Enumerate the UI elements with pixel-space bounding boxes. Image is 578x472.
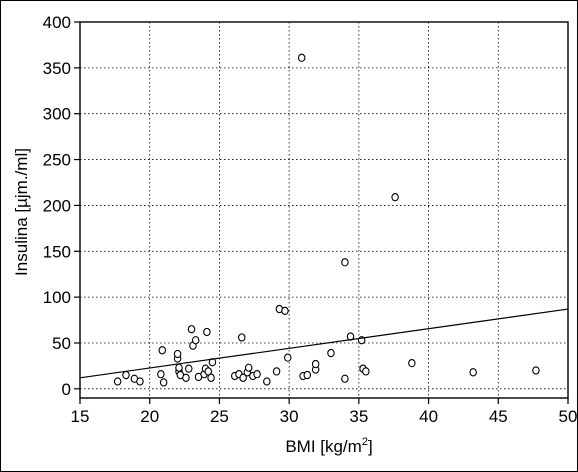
x-tick-labels: 15 20 25 30 35 40 45 50 <box>71 407 578 426</box>
data-point <box>136 377 144 386</box>
data-point <box>341 258 349 267</box>
data-point <box>122 370 130 380</box>
x-tick-label: 35 <box>349 407 368 426</box>
axis-ticks <box>74 21 569 404</box>
y-tick-label: 50 <box>52 334 71 353</box>
y-tick-label: 100 <box>43 288 71 307</box>
y-tick-label: 400 <box>43 13 71 32</box>
y-tick-label: 0 <box>62 380 71 399</box>
x-tick-label: 25 <box>210 407 229 426</box>
data-point <box>185 364 193 373</box>
data-point <box>203 327 211 337</box>
x-axis-label: BMI [kg/m2] <box>285 436 372 456</box>
y-tick-label: 250 <box>43 151 71 170</box>
x-tick-label: 45 <box>489 407 508 426</box>
data-point <box>532 366 540 375</box>
data-point <box>158 346 167 355</box>
grid-lines <box>80 22 568 398</box>
data-point <box>362 367 370 376</box>
y-tick-label: 350 <box>43 59 71 78</box>
x-tick-label: 20 <box>140 407 159 426</box>
data-point <box>237 333 246 342</box>
data-point <box>159 378 168 387</box>
y-tick-label: 300 <box>43 105 71 124</box>
y-tick-label: 150 <box>43 242 71 261</box>
data-point <box>303 370 312 380</box>
data-point <box>469 368 477 377</box>
data-point <box>272 367 281 376</box>
x-tick-label: 50 <box>559 407 578 426</box>
x-tick-label: 30 <box>280 407 299 426</box>
data-point <box>297 53 306 62</box>
y-axis-label: Insulina [µjm./ml] <box>12 148 31 276</box>
data-point <box>244 363 253 372</box>
data-point <box>253 370 261 379</box>
data-point <box>191 336 200 345</box>
data-point <box>341 374 349 383</box>
data-point <box>281 306 289 316</box>
data-point <box>113 377 122 386</box>
trend-line <box>79 308 569 379</box>
x-tick-label: 15 <box>71 407 90 426</box>
data-point <box>239 373 247 382</box>
x-tick-label: 40 <box>419 407 438 426</box>
data-point <box>187 325 196 334</box>
data-point <box>157 370 165 379</box>
y-tick-labels: 0 50 100 150 200 250 300 350 400 <box>43 13 71 399</box>
data-point <box>175 363 183 372</box>
data-point <box>263 377 271 386</box>
data-point <box>327 348 335 358</box>
data-point <box>283 353 292 362</box>
data-point <box>207 373 215 382</box>
data-point <box>182 373 190 382</box>
plot-area <box>79 21 569 399</box>
data-point <box>391 193 399 202</box>
data-points <box>113 53 540 387</box>
data-point <box>311 359 320 369</box>
data-point <box>173 349 182 359</box>
y-tick-label: 200 <box>43 196 71 215</box>
data-point <box>408 359 416 368</box>
